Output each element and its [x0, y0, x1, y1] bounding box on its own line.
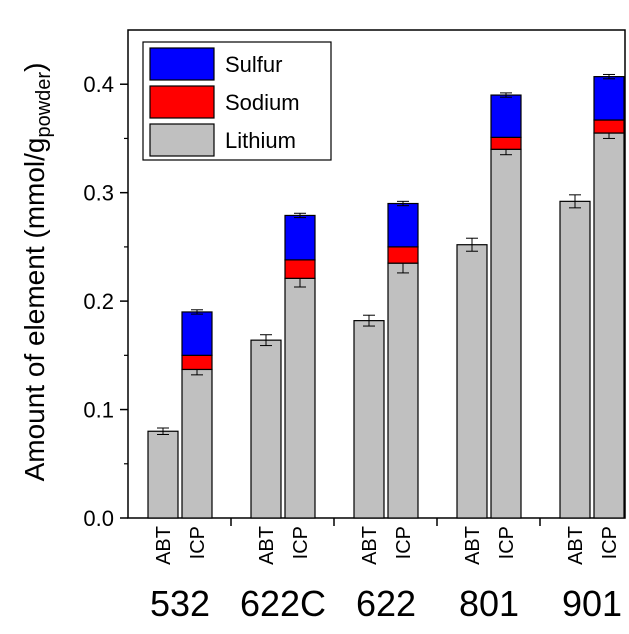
y-axis-label: Amount of element (mmol/gpowder) — [19, 63, 55, 482]
bar-622-ICP — [387, 200, 419, 519]
bar-segment-sulfur — [593, 76, 625, 121]
x-sublabel-abt: ABT — [256, 526, 278, 565]
bar-801-ICP — [490, 92, 522, 519]
bar-segment-sodium — [593, 119, 625, 134]
x-sublabel-abt: ABT — [359, 526, 381, 565]
y-tick-label: 0.3 — [83, 181, 114, 206]
bar-801-ABT — [456, 237, 488, 519]
bar-segment-sodium — [284, 259, 316, 279]
y-tick-label: 0.1 — [83, 398, 114, 423]
x-sublabel-abt: ABT — [565, 526, 587, 565]
bars — [147, 73, 625, 519]
x-sublabel-icp: ICP — [187, 526, 209, 559]
y-tick-label: 0.2 — [83, 289, 114, 314]
bar-segment-sulfur — [387, 202, 419, 248]
legend-label-sulfur: Sulfur — [225, 52, 282, 77]
x-group-label: 532 — [150, 583, 210, 624]
bar-622C-ICP — [284, 212, 316, 519]
bar-901-ABT — [559, 194, 591, 519]
x-sublabel-icp: ICP — [290, 526, 312, 559]
y-axis-label-main: Amount of element (mmol/g — [19, 138, 50, 482]
bar-segment-sulfur — [490, 94, 522, 138]
legend-swatch-sodium — [149, 85, 215, 119]
y-tick-label: 0.0 — [83, 506, 114, 531]
x-sublabel-icp: ICP — [599, 526, 621, 559]
x-sublabel-abt: ABT — [153, 526, 175, 565]
legend-label-lithium: Lithium — [225, 128, 296, 153]
bar-segment-lithium — [147, 430, 179, 519]
bar-segment-lithium — [490, 148, 522, 519]
bar-532-ICP — [181, 309, 213, 519]
legend-swatch-lithium — [149, 123, 215, 157]
bar-622-ABT — [353, 314, 385, 519]
bar-segment-lithium — [593, 132, 625, 519]
x-sublabel-icp: ICP — [393, 526, 415, 559]
bar-segment-sodium — [490, 136, 522, 150]
bar-901-ICP — [593, 73, 625, 519]
x-sublabel-abt: ABT — [462, 526, 484, 565]
y-tick-label: 0.4 — [83, 72, 114, 97]
bar-segment-sulfur — [284, 214, 316, 261]
legend: Sulfur Sodium Lithium — [142, 41, 332, 161]
bar-segment-lithium — [181, 368, 213, 519]
bar-segment-lithium — [456, 244, 488, 519]
bar-segment-lithium — [284, 277, 316, 519]
bar-segment-lithium — [387, 262, 419, 519]
y-axis-label-sub: powder — [33, 72, 55, 138]
x-axis: ABT ICP ABT ICP ABT ICP ABT ICP ABT ICP 532 622C 622… — [150, 518, 622, 624]
bar-segment-lithium — [250, 339, 282, 519]
x-group-label: 901 — [562, 583, 622, 624]
x-group-label: 622C — [240, 583, 326, 624]
bar-segment-sodium — [387, 246, 419, 264]
x-group-label: 801 — [459, 583, 519, 624]
bar-segment-sulfur — [181, 311, 213, 356]
legend-swatch-sulfur — [149, 47, 215, 81]
x-sublabel-icp: ICP — [496, 526, 518, 559]
y-axis: 0.0 0.1 0.2 0.3 0.4 — [83, 72, 128, 531]
bar-532-ABT — [147, 427, 179, 519]
bar-segment-sodium — [181, 354, 213, 371]
y-axis-label-close: ) — [19, 63, 50, 72]
legend-label-sodium: Sodium — [225, 90, 300, 115]
bar-segment-lithium — [353, 320, 385, 519]
x-group-label: 622 — [356, 583, 416, 624]
bar-622C-ABT — [250, 334, 282, 519]
bar-segment-lithium — [559, 200, 591, 519]
